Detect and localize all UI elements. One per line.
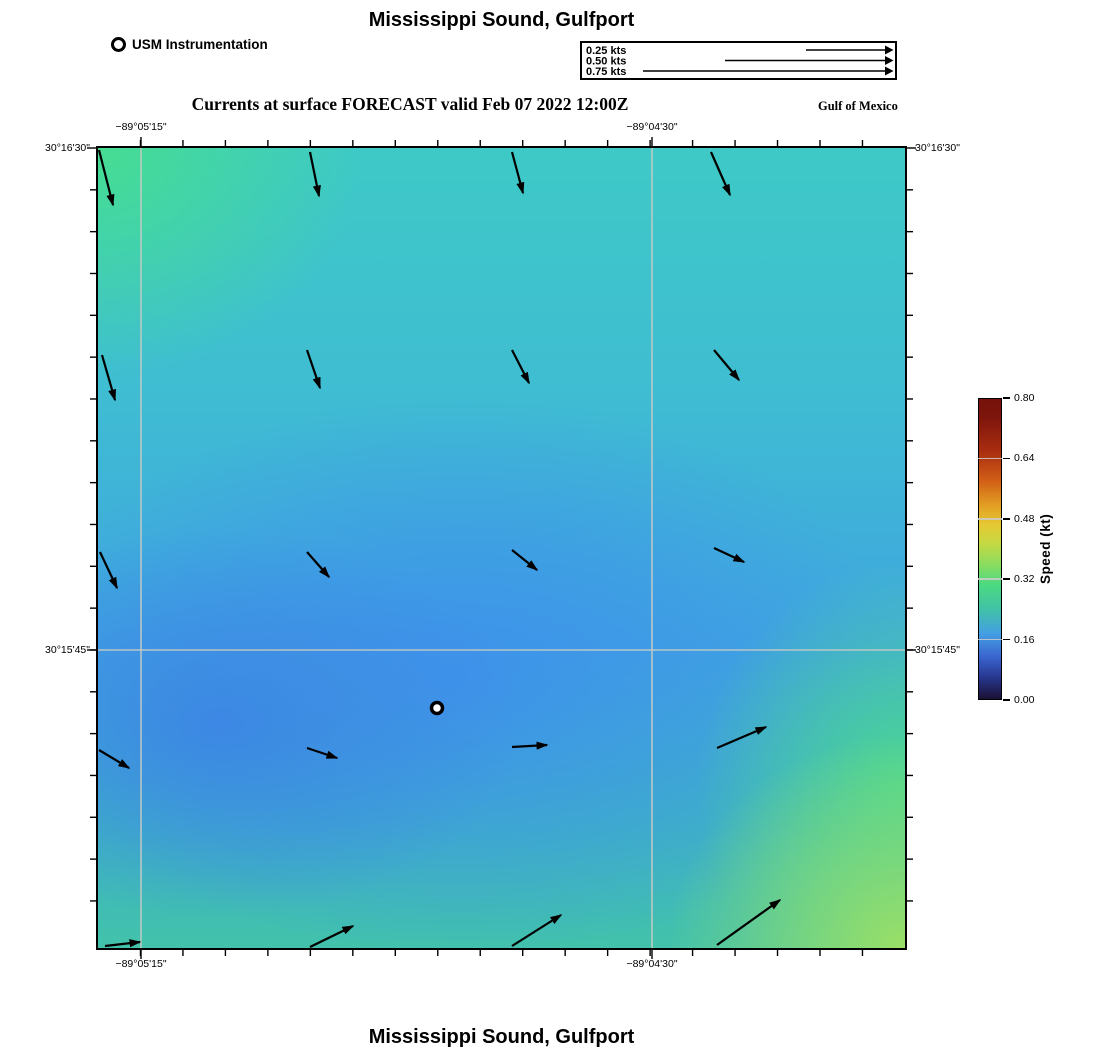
scale-arrowhead [885, 66, 894, 76]
current-vector-arrow [309, 925, 355, 948]
current-vector-arrow [306, 746, 339, 760]
colorbar-tick-label: 0.48 [1014, 512, 1035, 525]
current-vector-arrow [98, 149, 115, 207]
colorbar-tick-label: 0.16 [1014, 633, 1035, 646]
current-vector-arrow [305, 349, 322, 390]
station-marker [429, 700, 445, 716]
colorbar-gridline [978, 518, 1002, 520]
current-vector-arrow [716, 899, 782, 946]
station-circle-icon [111, 36, 126, 52]
colorbar-tick [1003, 457, 1010, 460]
colorbar-tick-label: 0.32 [1014, 573, 1035, 586]
axis-ticks-group [87, 137, 916, 959]
colorbar-tick-label: 0.80 [1014, 392, 1035, 404]
colorbar-gridline [978, 457, 1002, 460]
region-label: Gulf of Mexico [818, 99, 898, 113]
page-title: Mississippi Sound, Gulfport [368, 9, 635, 31]
bottom-title: Mississippi Sound, Gulfport [368, 1026, 635, 1048]
vector-scale-legend: 0.25 kts 0.50 kts 0.75 kts [580, 41, 897, 80]
y-axis-tick-label: 30°15'45" [915, 644, 960, 656]
current-vector-arrow [98, 749, 131, 769]
current-vector-arrow [713, 349, 740, 382]
colorbar [978, 398, 1002, 700]
station-marker-group [429, 700, 445, 716]
current-vector-arrow [100, 354, 117, 402]
instrument-legend-label: USM Instrumentation [132, 36, 268, 52]
colorbar-tick [1003, 699, 1010, 701]
current-vector-arrow [511, 349, 530, 385]
current-vectors-group [98, 149, 782, 948]
current-vector-arrow [511, 914, 563, 947]
colorbar-tick-label: 0.00 [1014, 694, 1035, 706]
current-vector-arrow [713, 547, 746, 563]
speed-heatmap [96, 146, 907, 950]
scale-label: 0.25 kts [586, 45, 626, 57]
x-axis-tick-label: −89°04'30" [626, 121, 678, 133]
vector-overlay [87, 137, 916, 959]
scale-label: 0.50 kts [586, 56, 626, 68]
scale-arrowhead [885, 56, 894, 65]
current-vector-arrow [510, 151, 525, 195]
colorbar-tick-label: 0.64 [1014, 452, 1035, 465]
current-vector-arrow [308, 151, 321, 198]
y-axis-tick-label: 30°15'45" [45, 644, 90, 656]
current-vector-arrow [511, 741, 549, 750]
colorbar-tick [1003, 638, 1010, 641]
gridlines-group [98, 148, 905, 948]
current-vector-arrow [716, 725, 768, 750]
scale-arrowhead [885, 45, 894, 55]
colorbar-gridline [978, 578, 1002, 580]
x-axis-tick-label: −89°04'30" [626, 958, 678, 970]
colorbar-gradient [979, 399, 1001, 699]
colorbar-tick [1003, 518, 1010, 520]
x-axis-tick-label: −89°05'15" [115, 121, 167, 133]
x-axis-tick-label: −89°05'15" [115, 958, 167, 970]
colorbar-title: Speed (kt) [1038, 513, 1053, 585]
colorbar-tick [1003, 397, 1010, 399]
current-vector-arrow [709, 151, 732, 197]
scale-label: 0.75 kts [586, 66, 626, 78]
y-axis-tick-label: 30°16'30" [915, 142, 960, 154]
forecast-subtitle: Currents at surface FORECAST valid Feb 0… [191, 94, 629, 114]
colorbar-gridline [978, 638, 1002, 641]
current-vector-arrow [104, 939, 142, 948]
current-vector-arrow [99, 551, 118, 590]
colorbar-tick [1003, 578, 1010, 580]
y-axis-tick-label: 30°16'30" [45, 142, 90, 154]
current-vector-arrow [306, 551, 330, 579]
instrument-legend: USM Instrumentation [111, 36, 268, 52]
current-vector-arrow [511, 549, 539, 571]
